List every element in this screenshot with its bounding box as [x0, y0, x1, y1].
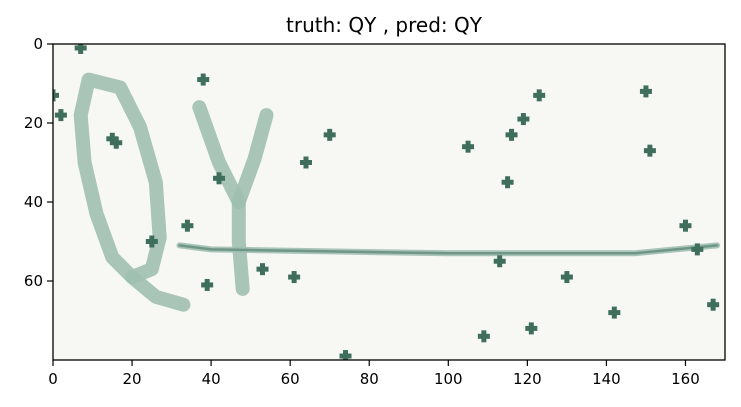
y-tick-label: 60 — [24, 272, 43, 290]
noise-mark — [106, 132, 119, 145]
noise-mark — [339, 350, 352, 360]
noise-mark — [74, 44, 87, 54]
noise-mark — [525, 322, 538, 335]
y-tick-label: 40 — [24, 193, 43, 211]
glyph-stroke-line-core — [178, 244, 719, 255]
noise-mark — [560, 271, 573, 284]
noise-mark — [493, 255, 506, 268]
noise-mark — [462, 140, 475, 153]
noise-mark — [213, 172, 226, 185]
glyph-stroke-q — [125, 270, 191, 312]
noise-mark — [505, 128, 518, 141]
x-tick-label: 60 — [281, 370, 300, 388]
chart-title: truth: QY , pred: QY — [286, 13, 483, 37]
noise-mark — [288, 271, 301, 284]
noise-mark — [533, 89, 546, 102]
plot-area — [52, 43, 726, 361]
noise-mark — [707, 298, 720, 311]
x-tick-label: 80 — [360, 370, 379, 388]
noise-mark — [145, 235, 158, 248]
x-tick-label: 120 — [513, 370, 542, 388]
x-tick-label: 20 — [123, 370, 142, 388]
noise-mark — [643, 144, 656, 157]
x-tick-label: 40 — [202, 370, 221, 388]
noise-mark — [54, 109, 67, 122]
x-tick-label: 160 — [671, 370, 700, 388]
noise-mark — [323, 128, 336, 141]
noise-mark — [53, 89, 59, 102]
noise-mark — [477, 330, 490, 343]
noise-mark — [181, 219, 194, 232]
y-axis: 0 20 40 60 — [24, 35, 53, 290]
x-tick-label: 0 — [48, 370, 58, 388]
x-tick-label: 140 — [592, 370, 621, 388]
noise-mark — [679, 219, 692, 232]
noise-mark — [501, 176, 514, 189]
noise-mark — [197, 73, 210, 86]
y-tick-label: 20 — [24, 114, 43, 132]
y-tick-label: 0 — [33, 35, 43, 53]
image-content — [53, 44, 721, 360]
noise-mark — [691, 243, 704, 256]
x-axis: 0 20 40 60 80 100 120 140 160 — [48, 360, 700, 388]
noise-mark — [608, 306, 621, 319]
noise-mark — [110, 136, 123, 149]
glyph-stroke-y — [231, 108, 274, 209]
noise-mark — [201, 278, 214, 291]
noise-mark — [639, 85, 652, 98]
glyph-stroke-y — [231, 195, 250, 296]
noise-mark — [299, 156, 312, 169]
glyph-stroke-y — [192, 100, 246, 209]
noise-mark — [256, 263, 269, 276]
noise-mark — [517, 113, 530, 126]
x-tick-label: 100 — [434, 370, 463, 388]
